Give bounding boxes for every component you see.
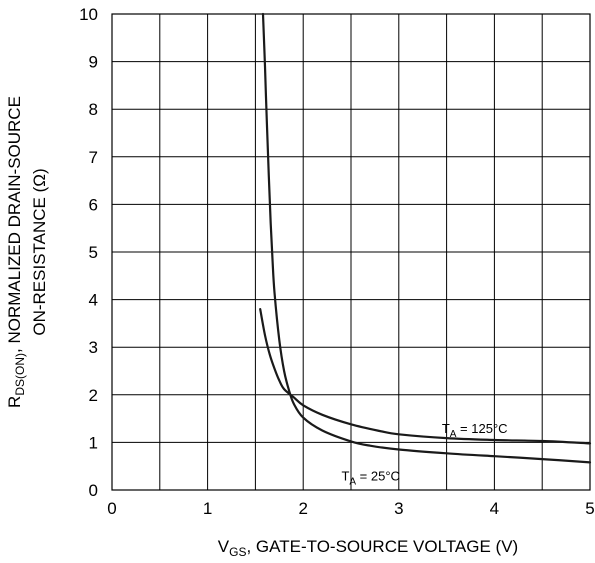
tick-labels: 0 1 2 3 4 5 0 1 2 3 4 5 6 7 8 9 10 — [79, 5, 595, 518]
x-tick-label: 2 — [298, 499, 307, 518]
y-tick-label: 0 — [89, 481, 98, 500]
x-axis-label: VGS, GATE-TO-SOURCE VOLTAGE (V) — [218, 537, 518, 559]
y-tick-label: 4 — [89, 291, 98, 310]
y-tick-label: 1 — [89, 433, 98, 452]
x-tick-label: 4 — [490, 499, 499, 518]
y-tick-label: 8 — [89, 100, 98, 119]
y-tick-label: 6 — [89, 195, 98, 214]
curves — [259, 12, 592, 464]
y-tick-label: 7 — [89, 148, 98, 167]
y-tick-label: 10 — [79, 5, 98, 24]
y-axis-label-line1: RDS(ON), NORMALIZED DRAIN-SOURCE — [5, 96, 27, 408]
y-tick-label: 9 — [89, 53, 98, 72]
annotation-ta-125c: TA = 125°C — [442, 421, 508, 440]
y-axis-label-line2: ON-RESISTANCE (Ω) — [30, 168, 49, 335]
annotations: TA = 125°C TA = 25°C — [341, 421, 507, 488]
x-tick-label: 3 — [394, 499, 403, 518]
plot-frame — [111, 13, 591, 491]
x-tick-label: 1 — [203, 499, 212, 518]
curve-ta-125c — [259, 308, 592, 445]
grid — [112, 14, 590, 490]
x-tick-label: 0 — [107, 499, 116, 518]
y-tick-label: 5 — [89, 243, 98, 262]
y-tick-label: 3 — [89, 338, 98, 357]
y-tick-label: 2 — [89, 386, 98, 405]
curve-ta-25c — [261, 12, 592, 464]
x-tick-label: 5 — [585, 499, 594, 518]
annotation-ta-25c: TA = 25°C — [341, 468, 400, 487]
